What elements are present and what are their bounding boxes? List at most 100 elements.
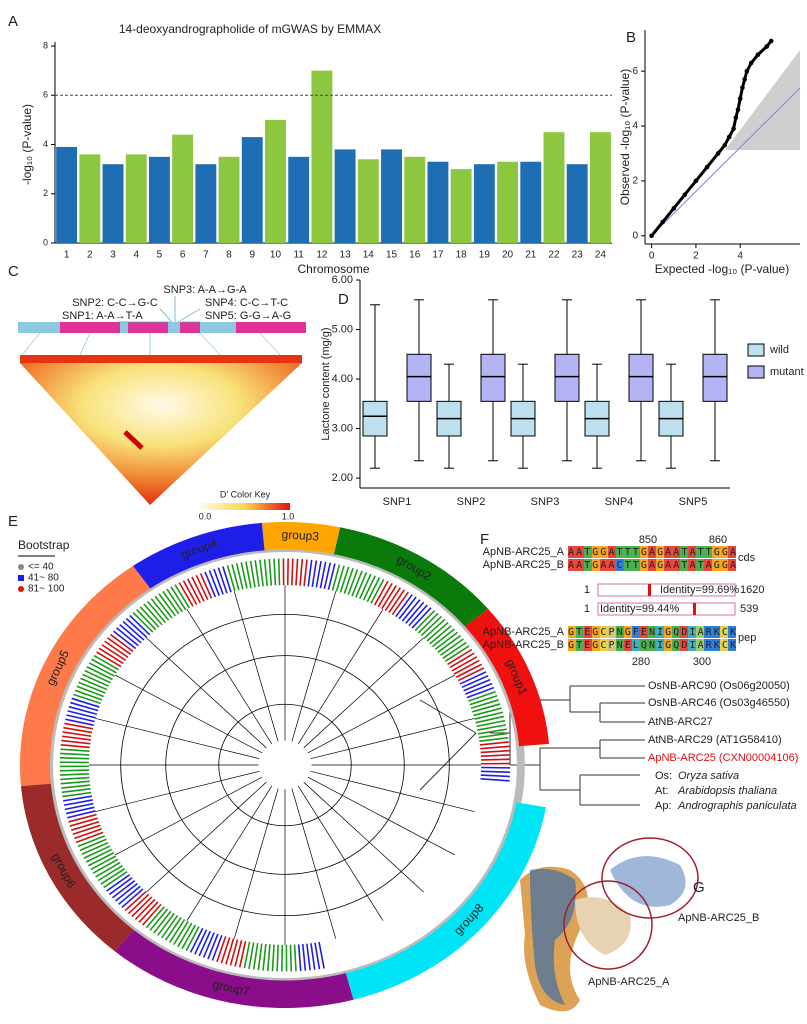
leaf-bar [444,645,470,663]
leaf-bar [234,940,243,967]
leaf-bar [119,624,142,644]
leaf-bar [195,574,209,601]
leaf-bar [65,718,94,726]
leaf-bar [60,752,90,756]
residue-bg [608,626,616,638]
y-tick-label: 8 [43,40,48,50]
residue-bg [688,639,696,651]
box [554,353,580,402]
leaf-bar [207,933,219,960]
exon [60,322,120,333]
legend-swatch [747,343,765,357]
leaf-bar [457,667,485,682]
leaf-bar [104,640,129,658]
box [702,353,728,402]
leaf-bar [474,711,503,720]
group-arc [261,522,341,555]
leaf-bar [362,575,376,601]
leaf-bar [66,714,95,723]
residue-bg [592,626,600,638]
bar [265,119,286,243]
x-tick-label: SNP3 [531,496,560,508]
leaf-bar [229,939,239,966]
x-tick-label: SNP5 [679,496,708,508]
group-arc [133,522,265,589]
leaf-bar [323,562,332,590]
leaf-bar [138,901,159,923]
leaf-bar [162,590,180,615]
leaf-bar [65,806,95,815]
leaf-bar [154,595,173,619]
residue-bg [728,546,736,558]
leaf-bar [191,576,205,602]
expected-line [650,87,801,237]
leaf-bar [93,654,120,671]
leaf-bar [124,891,147,912]
leaf-bar [306,943,311,971]
bar [241,137,263,243]
leaf-bar [116,627,139,647]
panel-label: E [8,513,18,530]
leaf-bar [95,861,121,878]
leaf-bar [185,926,200,952]
leaf-bar [303,559,308,587]
bar [520,161,542,243]
branch [233,788,279,939]
x-tick-label: 24 [595,250,607,261]
leaf-bar [263,559,269,586]
bar [148,156,170,243]
leaf-bar [62,731,92,738]
leaf-label: ApNB-ARC25 (CXN00004106) [648,752,798,764]
x-tick-label: SNP4 [605,496,634,508]
leaf-bar [220,937,231,964]
residue-bg [568,546,576,558]
qq-point [715,151,721,156]
species-name: Andrographis paniculata [677,800,797,812]
leaf-bar [479,741,509,746]
leaf-bar [276,944,279,972]
box [406,353,432,402]
x-tick-label: 10 [270,250,282,261]
legend-marker [18,564,24,570]
leaf-bar [74,689,103,701]
leaf-bar [59,769,89,772]
residue-bg [664,546,672,558]
x-tick-label: 4 [133,250,139,261]
leaf-bar [335,565,345,592]
domain-circle [563,880,653,970]
branch [291,591,337,742]
leaf-bar [85,848,113,863]
y-tick-label: 2 [632,176,638,187]
species-code: Os: [655,770,672,782]
leaf-bar [318,941,325,969]
leaf-bar [381,584,397,610]
x-tick-label: 6 [180,250,186,261]
legend-label: 81~ 100 [28,584,65,595]
leaf-bar [355,572,368,598]
qq-point [742,77,747,82]
residue-bg [640,546,648,558]
leaf-bar [177,922,193,948]
key-title: D' Color Key [220,489,271,499]
x-tick-label: 7 [203,250,209,261]
leaf-bar [134,898,156,921]
residue-bg [592,559,600,571]
residue-bg [728,639,736,651]
leaf-bar [181,924,197,950]
residue-bg [720,546,728,558]
x-tick-label: 15 [386,250,398,261]
x-tick-label: 11 [293,250,304,261]
box [628,353,654,402]
leaf-bar [271,944,275,972]
leaf-bar [238,940,247,968]
y-tick-label: 5.00 [332,323,353,335]
bar [56,146,78,243]
leaf-bar [118,885,141,905]
leaf-bar [100,867,126,885]
branch [303,637,424,749]
leaf-bar [420,615,443,637]
leaf-bar [301,944,307,971]
leaf-bar [204,571,217,598]
x-tick-label: SNP2 [457,496,486,508]
leaf-bar [63,726,93,734]
